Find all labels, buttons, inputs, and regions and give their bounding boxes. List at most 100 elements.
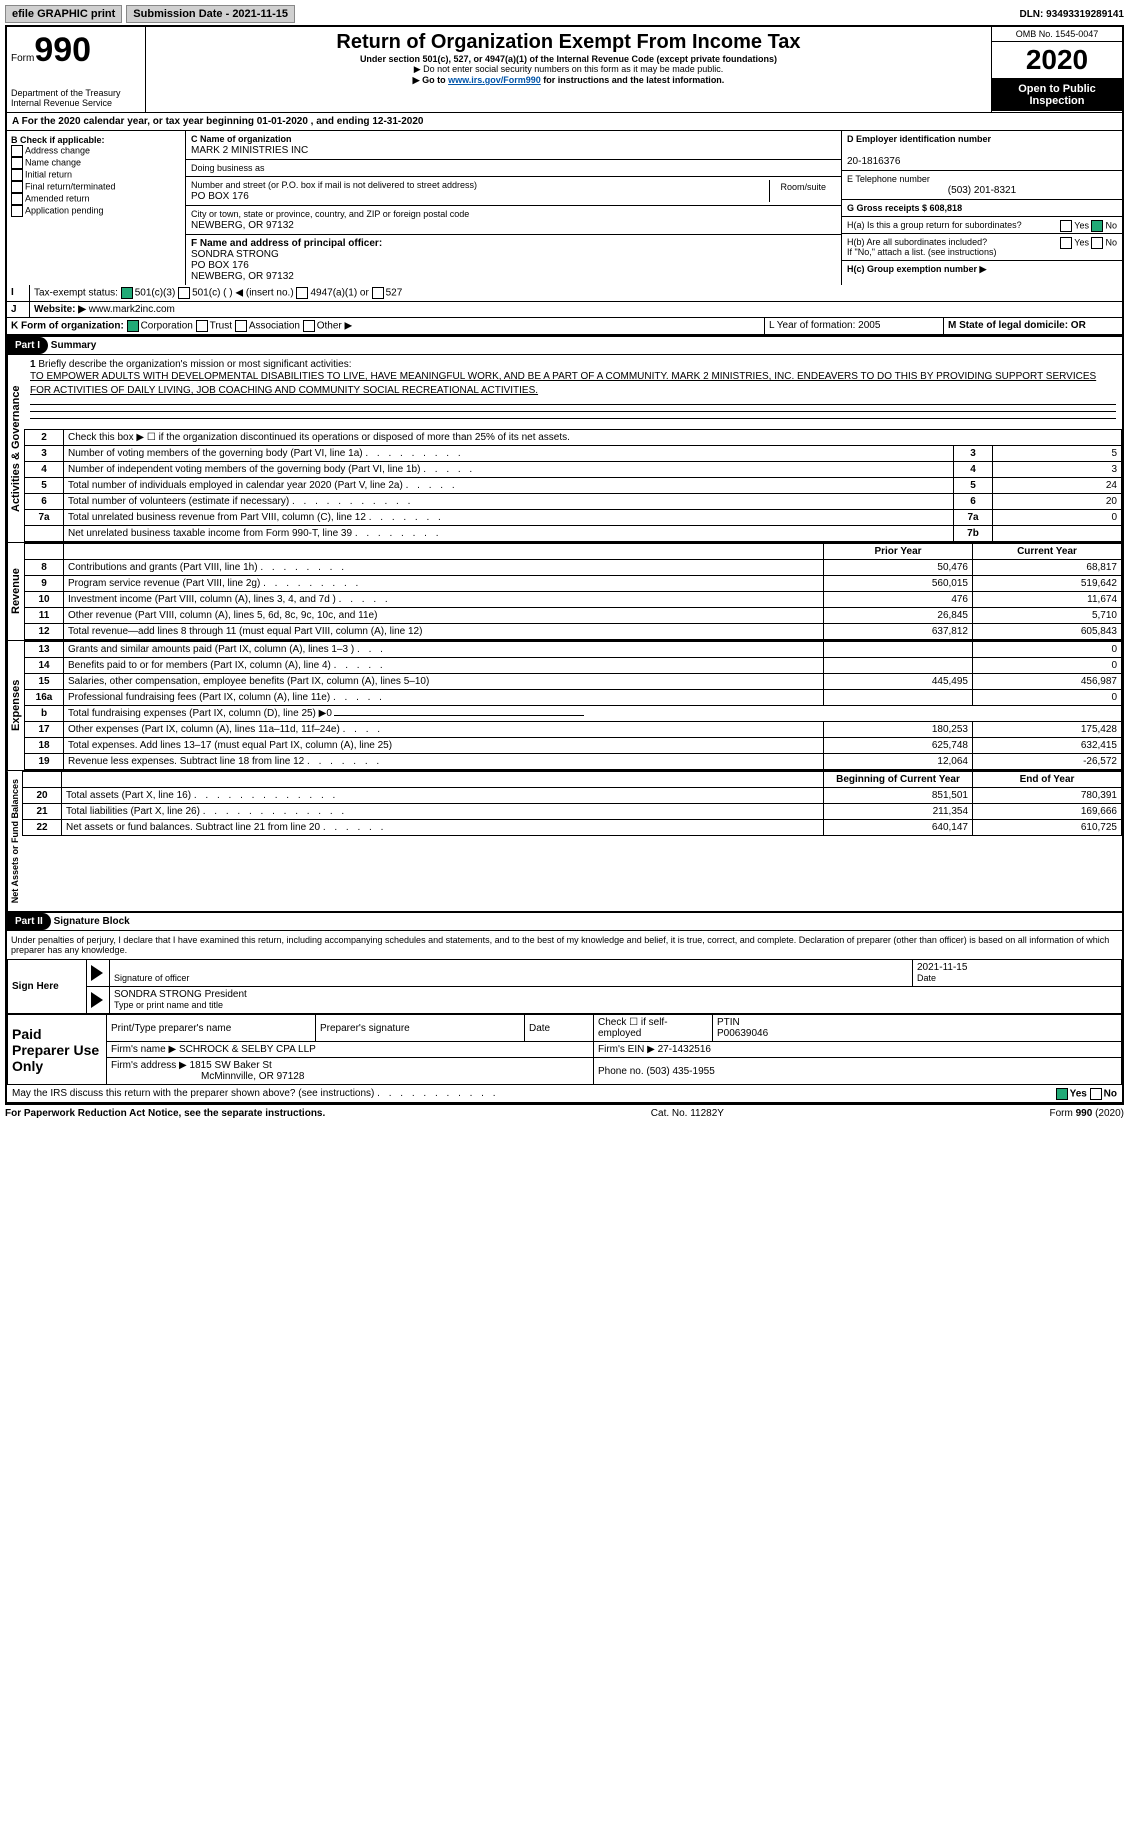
c-lbl: C Name of organization	[191, 134, 292, 144]
sub3: ▶ Go to www.irs.gov/Form990 for instruct…	[150, 75, 987, 86]
ha: H(a) Is this a group return for subordin…	[847, 220, 1022, 230]
m-lbl: M State of legal domicile: OR	[944, 318, 1122, 334]
i-lbl-i: I	[7, 285, 30, 301]
foot-l: For Paperwork Reduction Act Notice, see …	[5, 1108, 325, 1119]
mission: TO EMPOWER ADULTS WITH DEVELOPMENTAL DIS…	[30, 370, 1116, 398]
hdr-beg: Beginning of Current Year	[824, 772, 973, 788]
l1n: 1	[30, 359, 36, 370]
prep-lbl: Paid Preparer Use Only	[8, 1015, 107, 1085]
p1-hdr: Part I	[7, 337, 48, 354]
l-lbl: L Year of formation: 2005	[765, 318, 944, 334]
l3v: 5	[993, 446, 1122, 462]
c-city-lbl: City or town, state or province, country…	[191, 209, 469, 219]
foot-r: Form 990 (2020)	[1050, 1108, 1124, 1119]
dept: Department of the Treasury	[11, 88, 141, 98]
arrow-icon	[91, 965, 103, 981]
sig-type: Type or print name and title	[114, 1000, 223, 1010]
l7at: Total unrelated business revenue from Pa…	[64, 510, 954, 526]
vlabel-na: Net Assets or Fund Balances	[7, 771, 22, 911]
j-lbl: Website: ▶	[34, 304, 86, 315]
i-lbl: Tax-exempt status:	[34, 288, 118, 299]
cb-final[interactable]: Final return/terminated	[11, 181, 181, 193]
sig-lbl: Signature of officer	[114, 973, 189, 983]
prep-ph: Phone no. (503) 435-1955	[594, 1058, 1122, 1085]
e-tel: (503) 201-8321	[847, 185, 1117, 196]
hb-note: If "No," attach a list. (see instruction…	[847, 247, 996, 257]
irs-link[interactable]: www.irs.gov/Form990	[448, 75, 541, 85]
l7av: 0	[993, 510, 1122, 526]
prep-ptin-lbl: PTIN	[717, 1017, 740, 1028]
l7bt: Net unrelated business taxable income fr…	[64, 526, 954, 542]
c-room: Room/suite	[769, 180, 836, 202]
form-label: Form	[11, 53, 34, 64]
l6t: Total number of volunteers (estimate if …	[64, 494, 954, 510]
d-lbl: D Employer identification number	[847, 134, 991, 144]
vlabel-ag: Activities & Governance	[7, 355, 24, 542]
hb: H(b) Are all subordinates included?	[847, 237, 987, 247]
vlabel-exp: Expenses	[7, 641, 24, 770]
omb: OMB No. 1545-0047	[992, 27, 1122, 42]
form-number: 990	[34, 31, 91, 69]
l7bv	[993, 526, 1122, 542]
cb-app[interactable]: Application pending	[11, 205, 181, 217]
e-lbl: E Telephone number	[847, 174, 930, 184]
prep-fa: Firm's address ▶ 1815 SW Baker St	[111, 1060, 272, 1071]
tax-year: 2020	[992, 42, 1122, 79]
prep-ck: Check ☐ if self-employed	[594, 1015, 713, 1042]
sig-date-v: 2021-11-15	[917, 962, 967, 973]
d-ein: 20-1816376	[847, 156, 900, 167]
c-city: NEWBERG, OR 97132	[191, 220, 294, 231]
cb-amend[interactable]: Amended return	[11, 193, 181, 205]
prep-d: Date	[525, 1015, 594, 1042]
disc-t: May the IRS discuss this return with the…	[12, 1088, 374, 1099]
prep-ptin-v: P00639046	[717, 1028, 768, 1039]
sig-date-lbl: Date	[917, 973, 936, 983]
f-lbl: F Name and address of principal officer:	[191, 238, 382, 249]
cb-name[interactable]: Name change	[11, 157, 181, 169]
sig-name: SONDRA STRONG President	[114, 989, 247, 1000]
g-lbl: G Gross receipts $ 608,818	[842, 200, 1122, 217]
p1-title: Summary	[51, 340, 97, 351]
f-a2: NEWBERG, OR 97132	[191, 271, 294, 282]
efile-btn[interactable]: efile GRAPHIC print	[5, 5, 122, 23]
j-val: www.mark2inc.com	[89, 304, 175, 315]
dln: DLN: 93493319289141	[1019, 9, 1124, 20]
l1t: Briefly describe the organization's miss…	[38, 359, 351, 370]
hdr-end: End of Year	[973, 772, 1122, 788]
prep-pn: Print/Type preparer's name	[107, 1015, 316, 1042]
hc: H(c) Group exemption number ▶	[842, 261, 1122, 278]
subdate-btn[interactable]: Submission Date - 2021-11-15	[126, 5, 295, 23]
p2-decl: Under penalties of perjury, I declare th…	[7, 931, 1122, 959]
l6v: 20	[993, 494, 1122, 510]
sub1: Under section 501(c), 527, or 4947(a)(1)…	[150, 54, 987, 64]
f-a1: PO BOX 176	[191, 260, 249, 271]
prep-fn: Firm's name ▶ SCHROCK & SELBY CPA LLP	[107, 1042, 594, 1058]
p2-title: Signature Block	[54, 916, 130, 927]
j-lbl-j: J	[7, 302, 30, 317]
form-title: Return of Organization Exempt From Incom…	[150, 31, 987, 54]
l5v: 24	[993, 478, 1122, 494]
hdr-curr: Current Year	[973, 544, 1122, 560]
cb-init[interactable]: Initial return	[11, 169, 181, 181]
c-addr: PO BOX 176	[191, 191, 249, 202]
b-hdr: B Check if applicable:	[11, 135, 181, 145]
cb-addr[interactable]: Address change	[11, 145, 181, 157]
foot-m: Cat. No. 11282Y	[651, 1108, 724, 1119]
line-a: A For the 2020 calendar year, or tax yea…	[7, 113, 1122, 131]
l5t: Total number of individuals employed in …	[64, 478, 954, 494]
l4v: 3	[993, 462, 1122, 478]
arrow-icon-2	[91, 992, 103, 1008]
open-public: Open to Public Inspection	[992, 79, 1122, 111]
prep-fein: Firm's EIN ▶ 27-1432516	[594, 1042, 1122, 1058]
prep-fa2: McMinnville, OR 97128	[201, 1071, 304, 1082]
l3t: Number of voting members of the governin…	[64, 446, 954, 462]
c-addr-lbl: Number and street (or P.O. box if mail i…	[191, 180, 477, 190]
l2t: Check this box ▶ ☐ if the organization d…	[64, 430, 1122, 446]
irs: Internal Revenue Service	[11, 98, 141, 108]
vlabel-rev: Revenue	[7, 543, 24, 640]
f-name: SONDRA STRONG	[191, 249, 279, 260]
l4t: Number of independent voting members of …	[64, 462, 954, 478]
c-org: MARK 2 MINISTRIES INC	[191, 145, 308, 156]
prep-ps: Preparer's signature	[316, 1015, 525, 1042]
k-lbl: K Form of organization:	[11, 321, 124, 332]
